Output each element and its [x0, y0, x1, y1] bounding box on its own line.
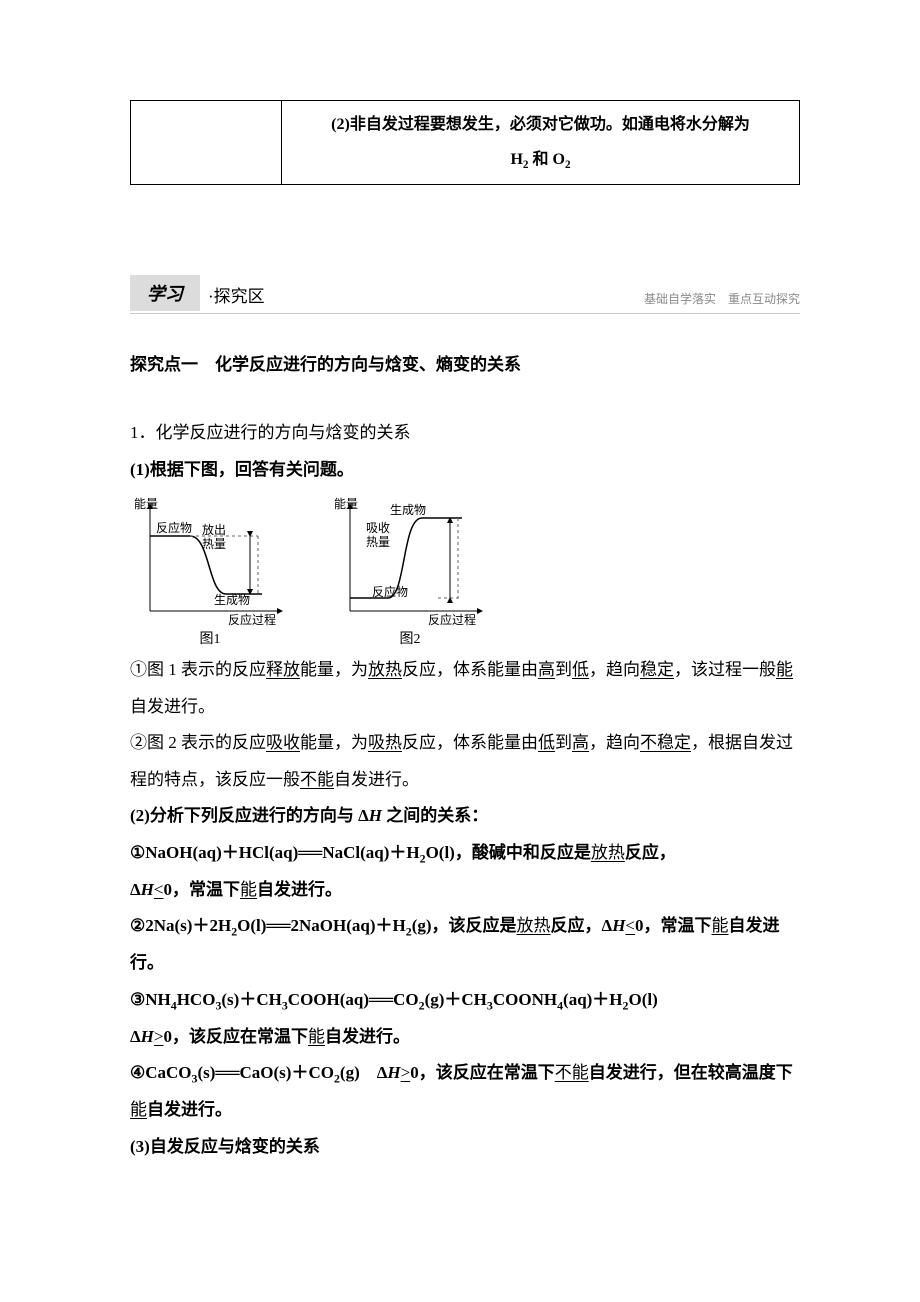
table-right-cell: (2)非自发过程要想发生，必须对它做功。如通电将水分解为 H2 和 O2 [282, 101, 800, 185]
equation-2: ②2Na(s)＋2H2O(l)══2NaOH(aq)＋H2(g)，该反应是放热反… [130, 908, 800, 982]
figure-2-svg: 能量 反应过程 反应物 生成物 吸收 热量 [330, 496, 490, 626]
fig2-reactant-label: 反应物 [372, 584, 408, 599]
table-line-1: (2)非自发过程要想发生，必须对它做功。如通电将水分解为 [331, 116, 750, 133]
page: (2)非自发过程要想发生，必须对它做功。如通电将水分解为 H2 和 O2 学习 … [0, 0, 920, 1302]
figure-1-svg: 能量 反应过程 反应物 生成物 放出 热量 [130, 496, 290, 626]
line-fig2-desc: ②图 2 表示的反应吸收能量，为吸热反应，体系能量由低到高，趋向不稳定，根据自发… [130, 725, 800, 798]
fig1-xaxis-label: 反应过程 [228, 612, 276, 626]
fig1-yaxis-label: 能量 [134, 497, 158, 511]
topic-heading: 探究点一 化学反应进行的方向与焓变、熵变的关系 [130, 350, 800, 375]
fig2-yaxis-label: 能量 [334, 497, 358, 511]
figure-1: 能量 反应过程 反应物 生成物 放出 热量 图1 [130, 496, 290, 648]
fig2-xaxis-label: 反应过程 [428, 612, 476, 626]
banner-box: 学习 [130, 275, 200, 311]
paragraph-3: (3)自发反应与焓变的关系 [130, 1129, 800, 1166]
banner-right-text: 基础自学落实 重点互动探究 [644, 290, 800, 311]
section-banner: 学习 ·探究区 基础自学落实 重点互动探究 [130, 275, 800, 314]
table-line-2: H2 和 O2 [510, 151, 570, 168]
figure-1-caption: 图1 [130, 628, 290, 648]
equation-4: ④CaCO3(s)══CaO(s)＋CO2(g) ΔH>0，该反应在常温下不能自… [130, 1055, 800, 1129]
figure-2-caption: 图2 [330, 628, 490, 648]
fig2-arrow-top: 吸收 [366, 521, 390, 535]
table-left-cell [131, 101, 282, 185]
figure-2: 能量 反应过程 反应物 生成物 吸收 热量 图2 [330, 496, 490, 648]
banner-subtitle: ·探究区 [208, 282, 265, 311]
fig1-arrow-top: 放出 [202, 522, 226, 537]
top-box-table: (2)非自发过程要想发生，必须对它做功。如通电将水分解为 H2 和 O2 [130, 100, 800, 185]
fig2-arrow-bot: 热量 [366, 535, 390, 549]
fig1-product-label: 生成物 [214, 593, 250, 607]
equation-1: ①NaOH(aq)＋HCl(aq)══NaCl(aq)＋H2O(l)，酸碱中和反… [130, 835, 800, 909]
line-fig1-desc: ①图 1 表示的反应释放能量，为放热反应，体系能量由高到低，趋向稳定，该过程一般… [130, 652, 800, 725]
paragraph-1-sub: (1)根据下图，回答有关问题。 [130, 452, 800, 489]
figures-row: 能量 反应过程 反应物 生成物 放出 热量 图1 能量 反应过程 反应物 [130, 496, 800, 648]
equation-3: ③NH4HCO3(s)＋CH3COOH(aq)══CO2(g)＋CH3COONH… [130, 982, 800, 1056]
paragraph-1-title: 1．化学反应进行的方向与焓变的关系 [130, 415, 800, 452]
fig1-reactant-label: 反应物 [156, 520, 192, 535]
banner-left: 学习 ·探究区 [130, 275, 265, 311]
fig2-product-label: 生成物 [390, 503, 426, 517]
p2-intro: (2)分析下列反应进行的方向与 ΔH 之间的关系： [130, 798, 800, 835]
fig1-arrow-bot: 热量 [202, 537, 226, 551]
